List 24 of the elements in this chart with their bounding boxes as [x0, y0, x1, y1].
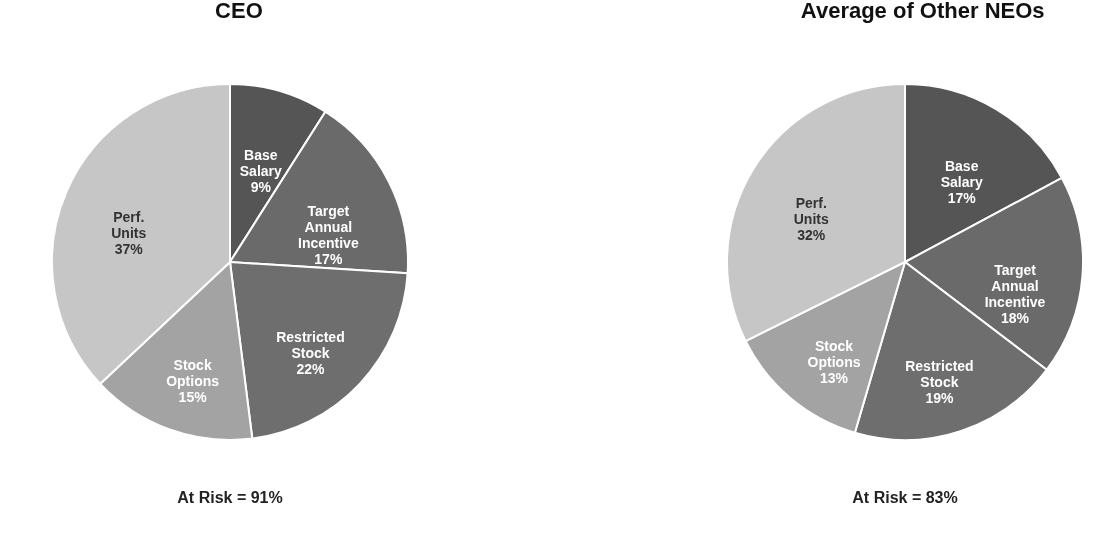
slice-label: Perf. Units [793, 194, 829, 227]
text: At Risk = 83% [852, 489, 958, 506]
data-label: 18% [1001, 309, 1030, 326]
data-label: 19% [925, 389, 954, 406]
slice-label: Perf. Units [111, 209, 147, 242]
data-label: 15% [178, 388, 208, 405]
data-label: 13% [820, 369, 849, 386]
slice-label: Stock Options [807, 337, 861, 370]
slice-label: Base Salary [940, 158, 983, 191]
data-label: 9% [250, 179, 272, 196]
slice-label: Stock Options [166, 356, 220, 389]
text: At Risk = 91% [177, 489, 283, 506]
chart-title: CEO [215, 0, 263, 23]
slice-label: Target Annual Incentive [297, 202, 359, 251]
slice-label: Target Annual Incentive [984, 261, 1046, 310]
chart-title: Average of Other NEOs [800, 0, 1045, 23]
data-label: 17% [947, 190, 977, 207]
data-label: 37% [114, 241, 144, 258]
slice-label: Restricted Stock [905, 357, 974, 390]
data-label: 32% [797, 226, 826, 243]
slice-label: Base Salary [239, 147, 283, 180]
data-label: 17% [314, 250, 343, 267]
slice-label: Restricted Stock [276, 328, 345, 361]
data-label: 22% [296, 360, 326, 377]
